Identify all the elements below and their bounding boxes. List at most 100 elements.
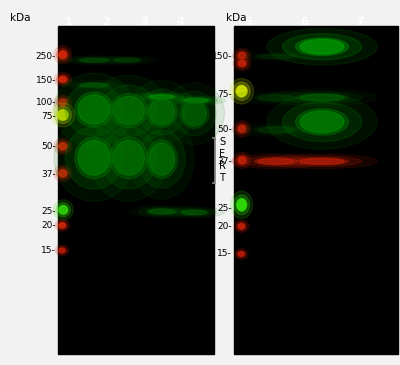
Text: 150-: 150-	[212, 52, 232, 61]
Ellipse shape	[59, 143, 66, 150]
Ellipse shape	[238, 61, 246, 66]
Ellipse shape	[57, 221, 68, 230]
Ellipse shape	[113, 96, 144, 125]
Ellipse shape	[180, 210, 209, 215]
Ellipse shape	[231, 91, 321, 105]
Ellipse shape	[149, 209, 175, 214]
Ellipse shape	[164, 82, 224, 145]
Text: 6: 6	[300, 17, 308, 27]
Ellipse shape	[97, 56, 157, 65]
Text: kDa: kDa	[226, 13, 246, 23]
Ellipse shape	[282, 156, 362, 166]
Ellipse shape	[106, 57, 149, 64]
Text: T: T	[219, 173, 225, 183]
Ellipse shape	[113, 141, 144, 175]
Ellipse shape	[174, 97, 218, 104]
Ellipse shape	[149, 143, 175, 175]
Ellipse shape	[233, 48, 251, 63]
Ellipse shape	[55, 219, 70, 231]
Ellipse shape	[238, 156, 246, 164]
Ellipse shape	[236, 50, 248, 61]
Ellipse shape	[236, 58, 248, 69]
Ellipse shape	[57, 246, 67, 254]
Ellipse shape	[267, 154, 377, 169]
Text: 250-: 250-	[36, 52, 56, 61]
Ellipse shape	[258, 55, 294, 58]
Ellipse shape	[236, 222, 247, 231]
Ellipse shape	[78, 95, 110, 124]
Ellipse shape	[282, 102, 362, 142]
Bar	[58, 26, 214, 354]
Ellipse shape	[267, 28, 377, 65]
Ellipse shape	[113, 58, 142, 62]
Ellipse shape	[69, 82, 119, 88]
Text: 50-: 50-	[217, 125, 232, 134]
Ellipse shape	[90, 115, 168, 201]
Ellipse shape	[77, 58, 111, 62]
Ellipse shape	[146, 209, 177, 214]
Ellipse shape	[69, 57, 119, 64]
Ellipse shape	[57, 109, 68, 121]
Ellipse shape	[54, 138, 72, 155]
Ellipse shape	[59, 81, 129, 90]
Text: 1: 1	[65, 17, 73, 27]
Ellipse shape	[238, 251, 244, 257]
Ellipse shape	[182, 101, 206, 126]
Ellipse shape	[110, 137, 148, 179]
Ellipse shape	[244, 125, 308, 135]
Ellipse shape	[75, 137, 113, 179]
Ellipse shape	[129, 80, 194, 144]
Ellipse shape	[234, 220, 249, 233]
Ellipse shape	[267, 95, 377, 149]
Ellipse shape	[59, 223, 65, 228]
Ellipse shape	[296, 93, 348, 101]
Ellipse shape	[65, 127, 123, 189]
Text: 25-: 25-	[41, 207, 56, 216]
Ellipse shape	[110, 93, 148, 128]
Ellipse shape	[90, 75, 168, 146]
Ellipse shape	[244, 156, 308, 166]
Ellipse shape	[184, 99, 208, 102]
Ellipse shape	[75, 92, 113, 127]
Ellipse shape	[182, 210, 206, 215]
Ellipse shape	[182, 98, 210, 103]
Ellipse shape	[233, 120, 251, 137]
Ellipse shape	[244, 93, 308, 103]
Ellipse shape	[238, 60, 246, 67]
Ellipse shape	[58, 205, 68, 215]
Ellipse shape	[238, 157, 246, 164]
Ellipse shape	[59, 56, 129, 65]
Ellipse shape	[59, 77, 66, 82]
Ellipse shape	[238, 252, 244, 256]
Ellipse shape	[296, 38, 348, 55]
Ellipse shape	[65, 83, 123, 136]
Ellipse shape	[236, 85, 247, 97]
Ellipse shape	[234, 195, 250, 215]
Ellipse shape	[56, 168, 69, 179]
Ellipse shape	[238, 125, 246, 133]
Ellipse shape	[230, 78, 254, 104]
Ellipse shape	[282, 34, 362, 60]
Text: 7: 7	[356, 17, 364, 27]
Ellipse shape	[58, 99, 67, 106]
Ellipse shape	[258, 127, 294, 133]
Ellipse shape	[58, 76, 67, 83]
Ellipse shape	[80, 83, 108, 87]
Ellipse shape	[236, 198, 247, 211]
Ellipse shape	[129, 119, 194, 199]
Text: 37-: 37-	[41, 170, 56, 179]
Text: kDa: kDa	[10, 13, 30, 23]
Ellipse shape	[300, 158, 344, 164]
Text: 2: 2	[102, 17, 110, 27]
Ellipse shape	[56, 74, 69, 84]
Ellipse shape	[238, 224, 244, 229]
Ellipse shape	[166, 96, 226, 105]
Ellipse shape	[238, 53, 246, 58]
Ellipse shape	[233, 56, 251, 71]
Ellipse shape	[300, 111, 344, 133]
Ellipse shape	[244, 53, 308, 60]
Text: 15-: 15-	[41, 246, 56, 254]
Ellipse shape	[56, 48, 69, 61]
Ellipse shape	[146, 97, 177, 127]
Ellipse shape	[231, 123, 321, 137]
